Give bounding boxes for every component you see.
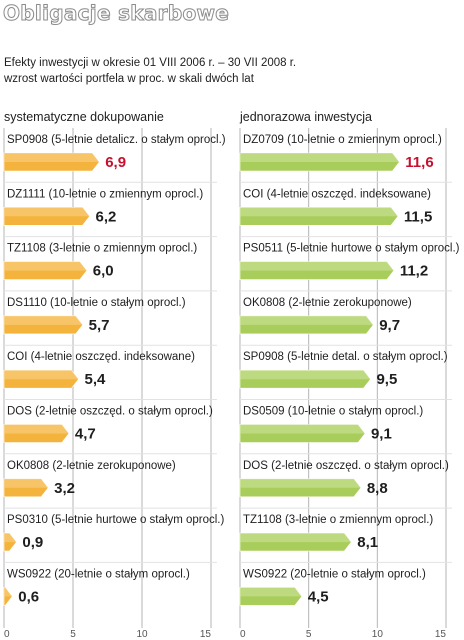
left-value-label: 5,4: [85, 371, 107, 388]
left-tick-label: 5: [70, 629, 76, 640]
left-panel-title: systematyczne dokupowanie: [4, 110, 164, 124]
right-tick-label: 15: [435, 629, 447, 640]
right-value-label: 11,6: [405, 154, 433, 171]
right-category-label: DOS (2-letnie oszczęd. o stałym oprocl.): [243, 460, 449, 472]
left-category-label: PS0310 (5-letnie hurtowe o stałym oprocl…: [7, 514, 224, 526]
left-bar-highlight: [4, 153, 100, 162]
left-category-label: TZ1108 (3-letnie o zmiennym oprocl.): [7, 243, 197, 255]
right-tick-label: 5: [306, 629, 312, 640]
left-category-label: WS0922 (20-letnie o stałym oprocl.): [7, 568, 190, 580]
left-bar-highlight: [4, 533, 17, 543]
left-category-label: DOS (2-letnie oszczęd. o stałym oprocl.): [7, 406, 213, 418]
left-tick-label: 15: [200, 629, 212, 640]
right-bar-highlight: [240, 587, 302, 597]
right-bar-highlight: [240, 478, 361, 488]
page-title: Obligacje skarbowe: [2, 1, 230, 26]
chart-subtitle-line1: Efekty inwestycji w okresie 01 VIII 2006…: [4, 57, 297, 69]
right-panel-title: jednorazowa inwestycja: [240, 110, 373, 124]
right-value-label: 11,2: [400, 263, 428, 280]
left-category-label: DS1110 (10-letnie o stałym oprocl.): [7, 297, 186, 309]
left-bar-highlight: [4, 587, 13, 597]
left-value-label: 0,9: [22, 534, 43, 551]
left-bar-highlight: [4, 478, 49, 488]
chart-subtitle-line2: wzrost wartości portfela w proc. w skali…: [4, 73, 254, 85]
right-category-label: COI (4-letnie oszczęd. indeksowane): [243, 188, 431, 200]
right-value-label: 8,1: [357, 534, 378, 551]
left-category-label: COI (4-letnie oszczęd. indeksowane): [7, 351, 195, 363]
right-bar-highlight: [240, 533, 352, 543]
left-tick-label: 10: [136, 629, 148, 640]
right-value-label: 8,8: [367, 480, 388, 497]
right-tick-label: 0: [240, 629, 246, 640]
left-bar-highlight: [4, 424, 69, 434]
right-bar-highlight: [240, 207, 398, 217]
right-category-label: SP0908 (5-letnie detal. o stałym oprocl.…: [243, 351, 448, 363]
right-value-label: 9,1: [371, 426, 392, 443]
right-bar-highlight: [240, 153, 400, 162]
right-value-label: 4,5: [308, 588, 329, 605]
right-category-label: DZ0709 (10-letnie o zmiennym oprocl.): [243, 134, 442, 146]
left-bar-highlight: [4, 207, 90, 217]
left-tick-label: 0: [4, 629, 10, 640]
left-bar-highlight: [4, 261, 87, 271]
left-value-label: 0,6: [18, 588, 39, 605]
right-value-label: 9,7: [379, 317, 400, 334]
left-value-label: 3,2: [54, 480, 75, 497]
left-value-label: 5,7: [89, 317, 110, 334]
right-category-label: PS0511 (5-letnie hurtowe o stałym oprocl…: [243, 243, 460, 255]
right-value-label: 9,5: [376, 371, 397, 388]
left-category-label: OK0808 (2-letnie zerokuponowe): [7, 460, 176, 472]
left-category-label: DZ1111 (10-letnie o zmiennym oprocl.): [7, 188, 203, 200]
right-bar-highlight: [240, 424, 365, 434]
right-category-label: WS0922 (20-letnie o stałym oprocl.): [243, 568, 426, 580]
right-category-label: TZ1108 (3-letnie o zmiennym oprocl.): [243, 514, 433, 526]
right-bar-highlight: [240, 370, 371, 380]
left-value-label: 6,2: [96, 208, 117, 225]
left-bar-highlight: [4, 315, 83, 325]
left-value-label: 4,7: [75, 426, 96, 443]
left-bar-highlight: [4, 370, 79, 380]
right-tick-label: 10: [372, 629, 384, 640]
left-value-label: 6,9: [105, 154, 126, 171]
right-category-label: DS0509 (10-letnie o stałym oprocl.): [243, 406, 423, 418]
right-bar-highlight: [240, 315, 374, 325]
right-bar-highlight: [240, 261, 394, 271]
left-category-label: SP0908 (5-letnie detalicz. o stałym opro…: [7, 134, 226, 146]
right-value-label: 11,5: [404, 208, 432, 225]
left-value-label: 6,0: [93, 263, 114, 280]
right-category-label: OK0808 (2-letnie zerokuponowe): [243, 297, 412, 309]
